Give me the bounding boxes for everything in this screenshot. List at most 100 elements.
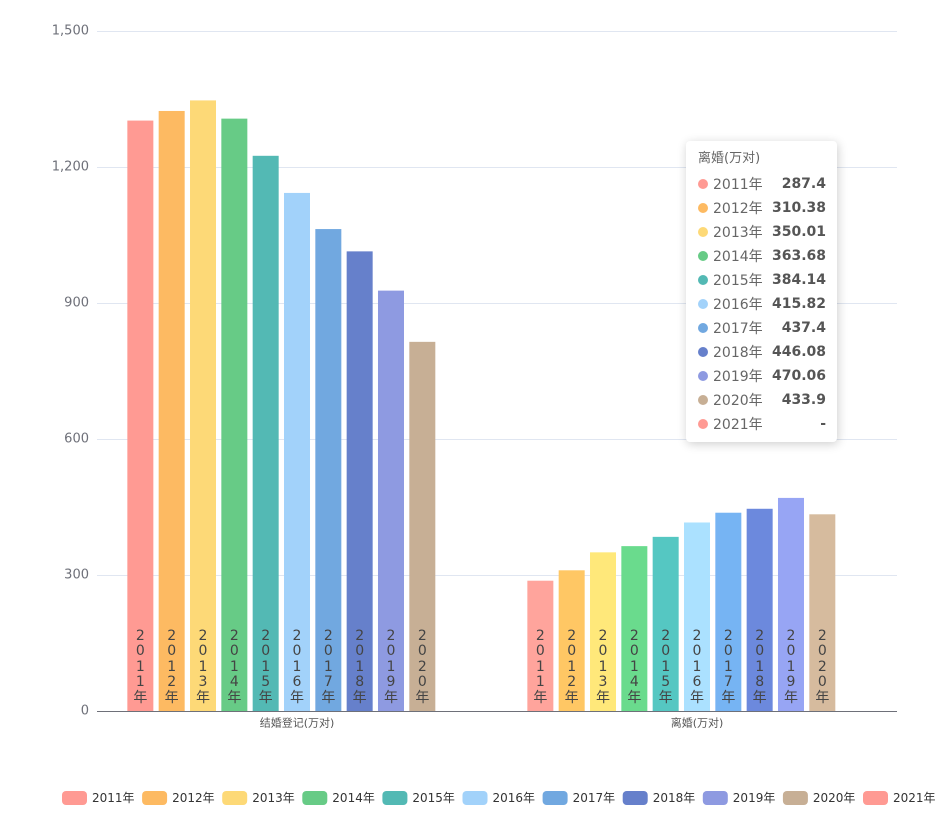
tooltip-row-name: 2014年	[713, 249, 763, 265]
bar-cat1-series5[interactable]	[252, 155, 279, 711]
legend-item-series5[interactable]: 2015年	[382, 791, 455, 805]
y-tick-label: 0	[81, 704, 89, 719]
tooltip-row: 2014年 363.68	[698, 244, 826, 268]
bar-cat1-series9[interactable]	[377, 290, 404, 711]
legend-item-series11[interactable]: 2021年	[863, 791, 936, 805]
bar-cat2-series6[interactable]	[684, 522, 710, 711]
bar-cat2-series7[interactable]	[715, 512, 742, 711]
bar-label-cat1-series3: 2013年	[196, 627, 210, 706]
bar-label-cat1-series5: 2015年	[258, 627, 273, 706]
legend-item-series10[interactable]: 2020年	[782, 791, 856, 805]
bar-cat2-series9[interactable]	[777, 497, 804, 711]
tooltip-row-value: 287.4	[781, 176, 826, 192]
bar-label-cat1-series6: 2016年	[290, 627, 304, 706]
bar-cat2-series4[interactable]	[621, 546, 648, 711]
bar-cat1-series7[interactable]	[315, 229, 342, 711]
bar-group-cat2	[527, 497, 836, 711]
bar-cat2-series1[interactable]	[527, 580, 554, 711]
legend-item-series4[interactable]: 2014年	[302, 791, 375, 805]
series-dot-icon	[698, 227, 708, 237]
legend-item-series6[interactable]: 2016年	[462, 791, 536, 805]
bar-label-cat1-series2: 2012年	[164, 627, 179, 706]
bar-label-cat2-series6: 2016年	[690, 627, 704, 706]
bar-cat1-series4[interactable]	[221, 118, 248, 711]
bar-label-cat1-series7: 2017年	[321, 627, 336, 706]
bar-cat1-series2[interactable]	[158, 110, 185, 711]
bar-cat1-series6[interactable]	[284, 192, 310, 711]
legend-swatch	[462, 791, 488, 805]
tooltip-row: 2021年 -	[698, 412, 826, 436]
tooltip-row-value: 446.08	[771, 344, 826, 360]
tooltip-row: 2011年 287.4	[698, 172, 826, 196]
legend-swatch	[62, 791, 87, 805]
bar-cat2-series10[interactable]	[809, 514, 836, 711]
bar-label-cat2-series7: 2017年	[721, 627, 736, 706]
tooltip-rows: 2011年 287.4 2012年 310.38 2013年 350.01 2014年 363…	[698, 172, 826, 436]
bar-cat2-series8[interactable]	[746, 508, 773, 711]
bar-label-cat2-series1: 2011年	[533, 627, 548, 706]
series-dot-icon	[698, 203, 708, 213]
tooltip-row-name: 2019年	[713, 369, 763, 385]
tooltip-row: 2017年 437.4	[698, 316, 826, 340]
bar-label-cat2-series10: 2020年	[815, 627, 830, 706]
tooltip-row-value: 470.06	[771, 368, 826, 384]
legend-label: 2018年	[653, 791, 696, 805]
series-dot-icon	[698, 251, 708, 261]
legend-item-series1[interactable]: 2011年	[62, 791, 135, 805]
legend-label: 2012年	[172, 791, 215, 805]
legend-item-series8[interactable]: 2018年	[622, 791, 696, 805]
tooltip-row-value: 350.01	[771, 224, 826, 240]
y-tick-label: 900	[64, 296, 89, 311]
legend-swatch	[863, 791, 888, 805]
legend-swatch	[702, 791, 728, 805]
legend-item-series2[interactable]: 2012年	[142, 791, 215, 805]
tooltip-row-value: -	[820, 416, 826, 432]
y-tick-label: 1,200	[52, 160, 89, 175]
legend-label: 2021年	[893, 791, 936, 805]
bar-label-cat1-series4: 2014年	[227, 627, 242, 706]
legend-label: 2017年	[573, 791, 616, 805]
tooltip-row: 2015年 384.14	[698, 268, 826, 292]
legend-swatch	[542, 791, 568, 805]
bar-label-cat2-series9: 2019年	[783, 627, 798, 706]
bar-cat2-series2[interactable]	[558, 570, 585, 711]
bar-label-cat1-series1: 2011年	[133, 627, 148, 706]
tooltip-row: 2019年 470.06	[698, 364, 826, 388]
bar-label-cat2-series8: 2018年	[752, 627, 767, 706]
legend-item-series7[interactable]: 2017年	[542, 791, 616, 805]
bar-cat1-series3[interactable]	[190, 100, 217, 711]
tooltip-row-value: 437.4	[781, 320, 826, 336]
tooltip-row-name: 2016年	[713, 297, 763, 313]
tooltip-row-name: 2012年	[713, 201, 763, 217]
legend-item-series9[interactable]: 2019年	[702, 791, 776, 805]
tooltip-row-value: 310.38	[771, 200, 826, 216]
bar-label-cat1-series10: 2020年	[415, 627, 430, 706]
bar-cat2-series3[interactable]	[590, 552, 617, 711]
bar-label-cat2-series2: 2012年	[564, 627, 579, 706]
bar-cat1-series8[interactable]	[346, 251, 373, 711]
legend-item-series3[interactable]: 2013年	[222, 791, 295, 805]
tooltip-title: 离婚(万对)	[698, 151, 761, 166]
bar-cat2-series5[interactable]	[652, 536, 679, 711]
tooltip-row-value: 384.14	[771, 272, 826, 288]
tooltip-row-name: 2011年	[713, 177, 763, 193]
bar-cat1-series10[interactable]	[409, 341, 436, 711]
tooltip-row-name: 2017年	[713, 321, 763, 337]
series-dot-icon	[698, 347, 708, 357]
tooltip-row: 2016年 415.82	[698, 292, 826, 316]
tooltip: 离婚(万对) 2011年 287.4 2012年 310.38 2013年 350.01 2…	[686, 141, 837, 442]
legend-swatch	[302, 791, 328, 805]
tooltip-row-name: 2021年	[713, 417, 763, 433]
legend-label: 2016年	[493, 791, 536, 805]
legend-label: 2014年	[332, 791, 375, 805]
bar-label-cat2-series5: 2015年	[658, 627, 673, 706]
legend-swatch	[382, 791, 408, 805]
bar-cat1-series1[interactable]	[127, 120, 154, 711]
legend-label: 2015年	[412, 791, 455, 805]
y-tick-label: 300	[64, 568, 89, 583]
tooltip-row-name: 2020年	[713, 393, 763, 409]
y-tick-label: 600	[64, 432, 89, 447]
legend-swatch	[142, 791, 168, 805]
